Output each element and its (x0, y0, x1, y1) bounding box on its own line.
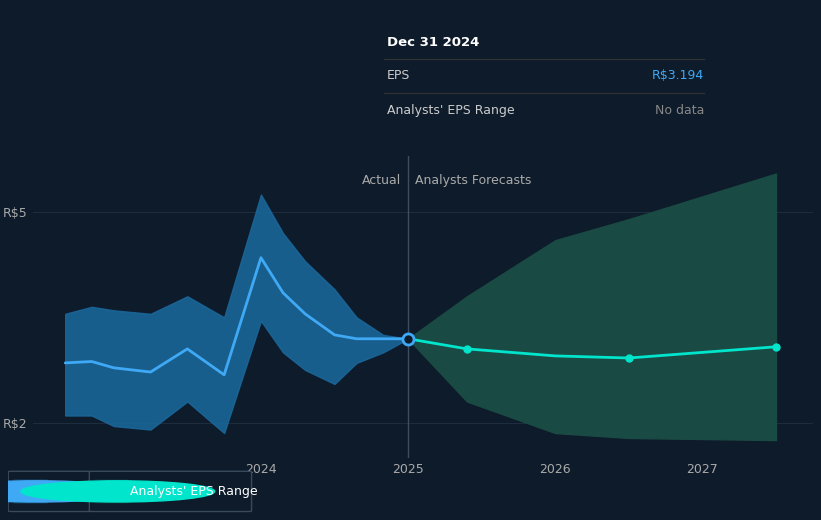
Text: No data: No data (654, 103, 704, 116)
Text: EPS: EPS (388, 69, 410, 82)
Text: Actual: Actual (361, 174, 401, 187)
Text: R$3.194: R$3.194 (652, 69, 704, 82)
Circle shape (0, 481, 134, 502)
Text: Analysts Forecasts: Analysts Forecasts (415, 174, 532, 187)
FancyBboxPatch shape (8, 471, 91, 512)
Circle shape (21, 481, 214, 502)
FancyBboxPatch shape (13, 479, 48, 503)
FancyBboxPatch shape (89, 471, 251, 512)
Text: Dec 31 2024: Dec 31 2024 (388, 36, 479, 49)
Text: Analysts' EPS Range: Analysts' EPS Range (130, 485, 258, 498)
Text: Analysts' EPS Range: Analysts' EPS Range (388, 103, 515, 116)
Text: EPS: EPS (48, 485, 72, 498)
FancyBboxPatch shape (94, 479, 129, 503)
